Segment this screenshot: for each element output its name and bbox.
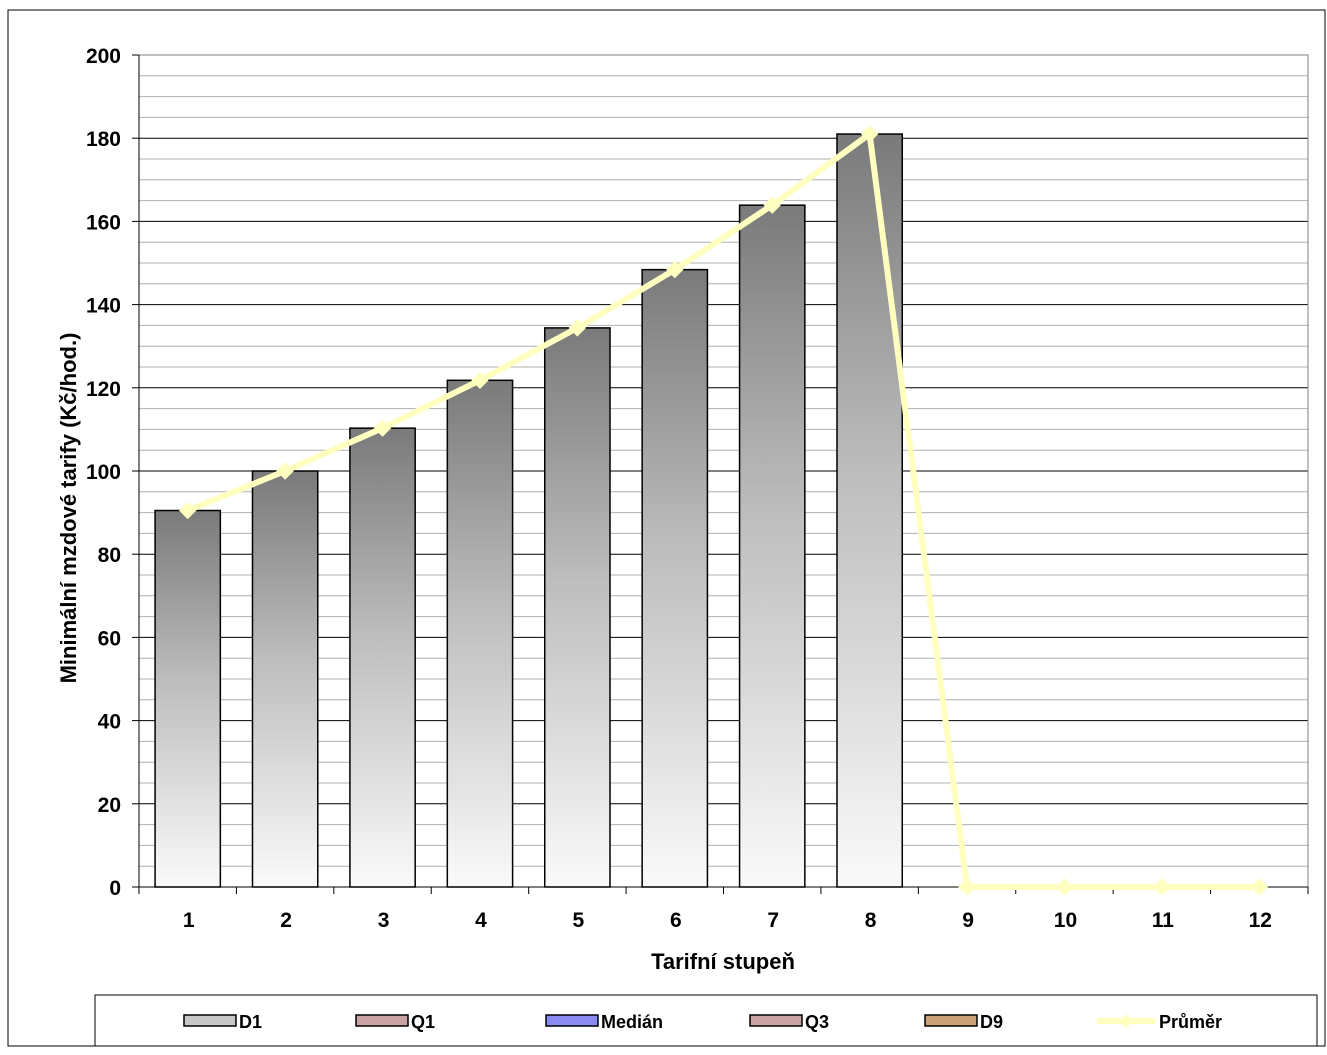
y-tick-label: 60 xyxy=(98,627,121,650)
x-tick-label: 3 xyxy=(378,909,390,932)
line-point-prumer-8 xyxy=(860,125,879,143)
legend-swatch xyxy=(545,1014,599,1027)
y-tick-label: 120 xyxy=(86,378,121,401)
line-prumer xyxy=(186,131,1260,890)
line-point-prumer-6 xyxy=(666,260,684,279)
y-tick-label: 80 xyxy=(98,544,121,567)
line-point-prumer-11 xyxy=(1153,878,1171,896)
x-tick-label: 6 xyxy=(670,909,682,932)
legend-item-d1: D1 xyxy=(183,1012,262,1032)
bar-d1-1 xyxy=(154,509,222,888)
legend-label: Medián xyxy=(601,1012,663,1032)
bar-d1-5 xyxy=(543,327,611,888)
x-tick-label: 7 xyxy=(767,909,779,932)
bar-d1-4 xyxy=(446,379,514,888)
legend-item-medián: Medián xyxy=(545,1012,663,1032)
legend-swatch xyxy=(749,1014,803,1027)
y-tick-label: 140 xyxy=(86,295,121,318)
bar-d1-8 xyxy=(836,133,904,888)
y-tick-label: 160 xyxy=(86,211,121,234)
y-axis-label: Minimální mzdové tarify (Kč/hod.) xyxy=(56,333,81,684)
x-tick-label: 10 xyxy=(1054,909,1077,932)
bar-d1-2 xyxy=(251,470,319,888)
legend-label: Q3 xyxy=(805,1012,829,1032)
legend-item-q3: Q3 xyxy=(749,1012,829,1032)
legend-swatch xyxy=(924,1014,978,1027)
legend-label: D1 xyxy=(239,1012,262,1032)
line-point-prumer-12 xyxy=(1250,878,1268,896)
legend-label: Q1 xyxy=(411,1012,435,1032)
legend-swatch xyxy=(355,1014,409,1027)
x-tick-label: 2 xyxy=(280,909,292,932)
line-point-prumer-7 xyxy=(763,196,781,214)
legend-label: Průměr xyxy=(1159,1012,1222,1032)
y-tick-label: 0 xyxy=(109,877,121,900)
x-axis-label: Tarifní stupeň xyxy=(651,949,795,974)
y-tick-label: 100 xyxy=(86,461,121,484)
bar-d1-6 xyxy=(641,268,709,888)
y-tick-label: 40 xyxy=(98,711,121,734)
y-tick-label: 20 xyxy=(98,794,121,817)
x-tick-label: 8 xyxy=(865,909,877,932)
line-point-prumer-4 xyxy=(471,371,489,390)
y-tick-label: 180 xyxy=(86,128,121,151)
legend-item-q1: Q1 xyxy=(355,1012,435,1032)
line-point-prumer-2 xyxy=(276,462,294,480)
bar-d1-7 xyxy=(738,204,806,888)
y-tick-label: 200 xyxy=(86,45,121,68)
x-tick-label: 11 xyxy=(1152,909,1175,932)
line-point-prumer-10 xyxy=(1055,878,1074,896)
x-tick-label: 4 xyxy=(475,909,487,932)
line-point-prumer-1 xyxy=(179,501,197,520)
line-point-prumer-5 xyxy=(568,319,587,337)
x-tick-label: 5 xyxy=(573,909,585,932)
bar-d1-3 xyxy=(349,427,416,888)
legend-item-průměr: Průměr xyxy=(1097,1012,1222,1032)
x-tick-label: 9 xyxy=(962,909,974,932)
line-point-prumer-9 xyxy=(958,878,976,896)
legend-swatch xyxy=(183,1014,237,1027)
x-tick-label: 12 xyxy=(1249,909,1272,932)
legend-item-d9: D9 xyxy=(924,1012,1003,1032)
line-point-prumer-3 xyxy=(373,419,392,437)
legend: D1 Q1 Medián Q3 D9 Průměr xyxy=(94,994,1318,1047)
legend-marker xyxy=(1119,1014,1133,1028)
x-tick-label: 1 xyxy=(183,909,195,932)
legend-label: D9 xyxy=(980,1012,1003,1032)
